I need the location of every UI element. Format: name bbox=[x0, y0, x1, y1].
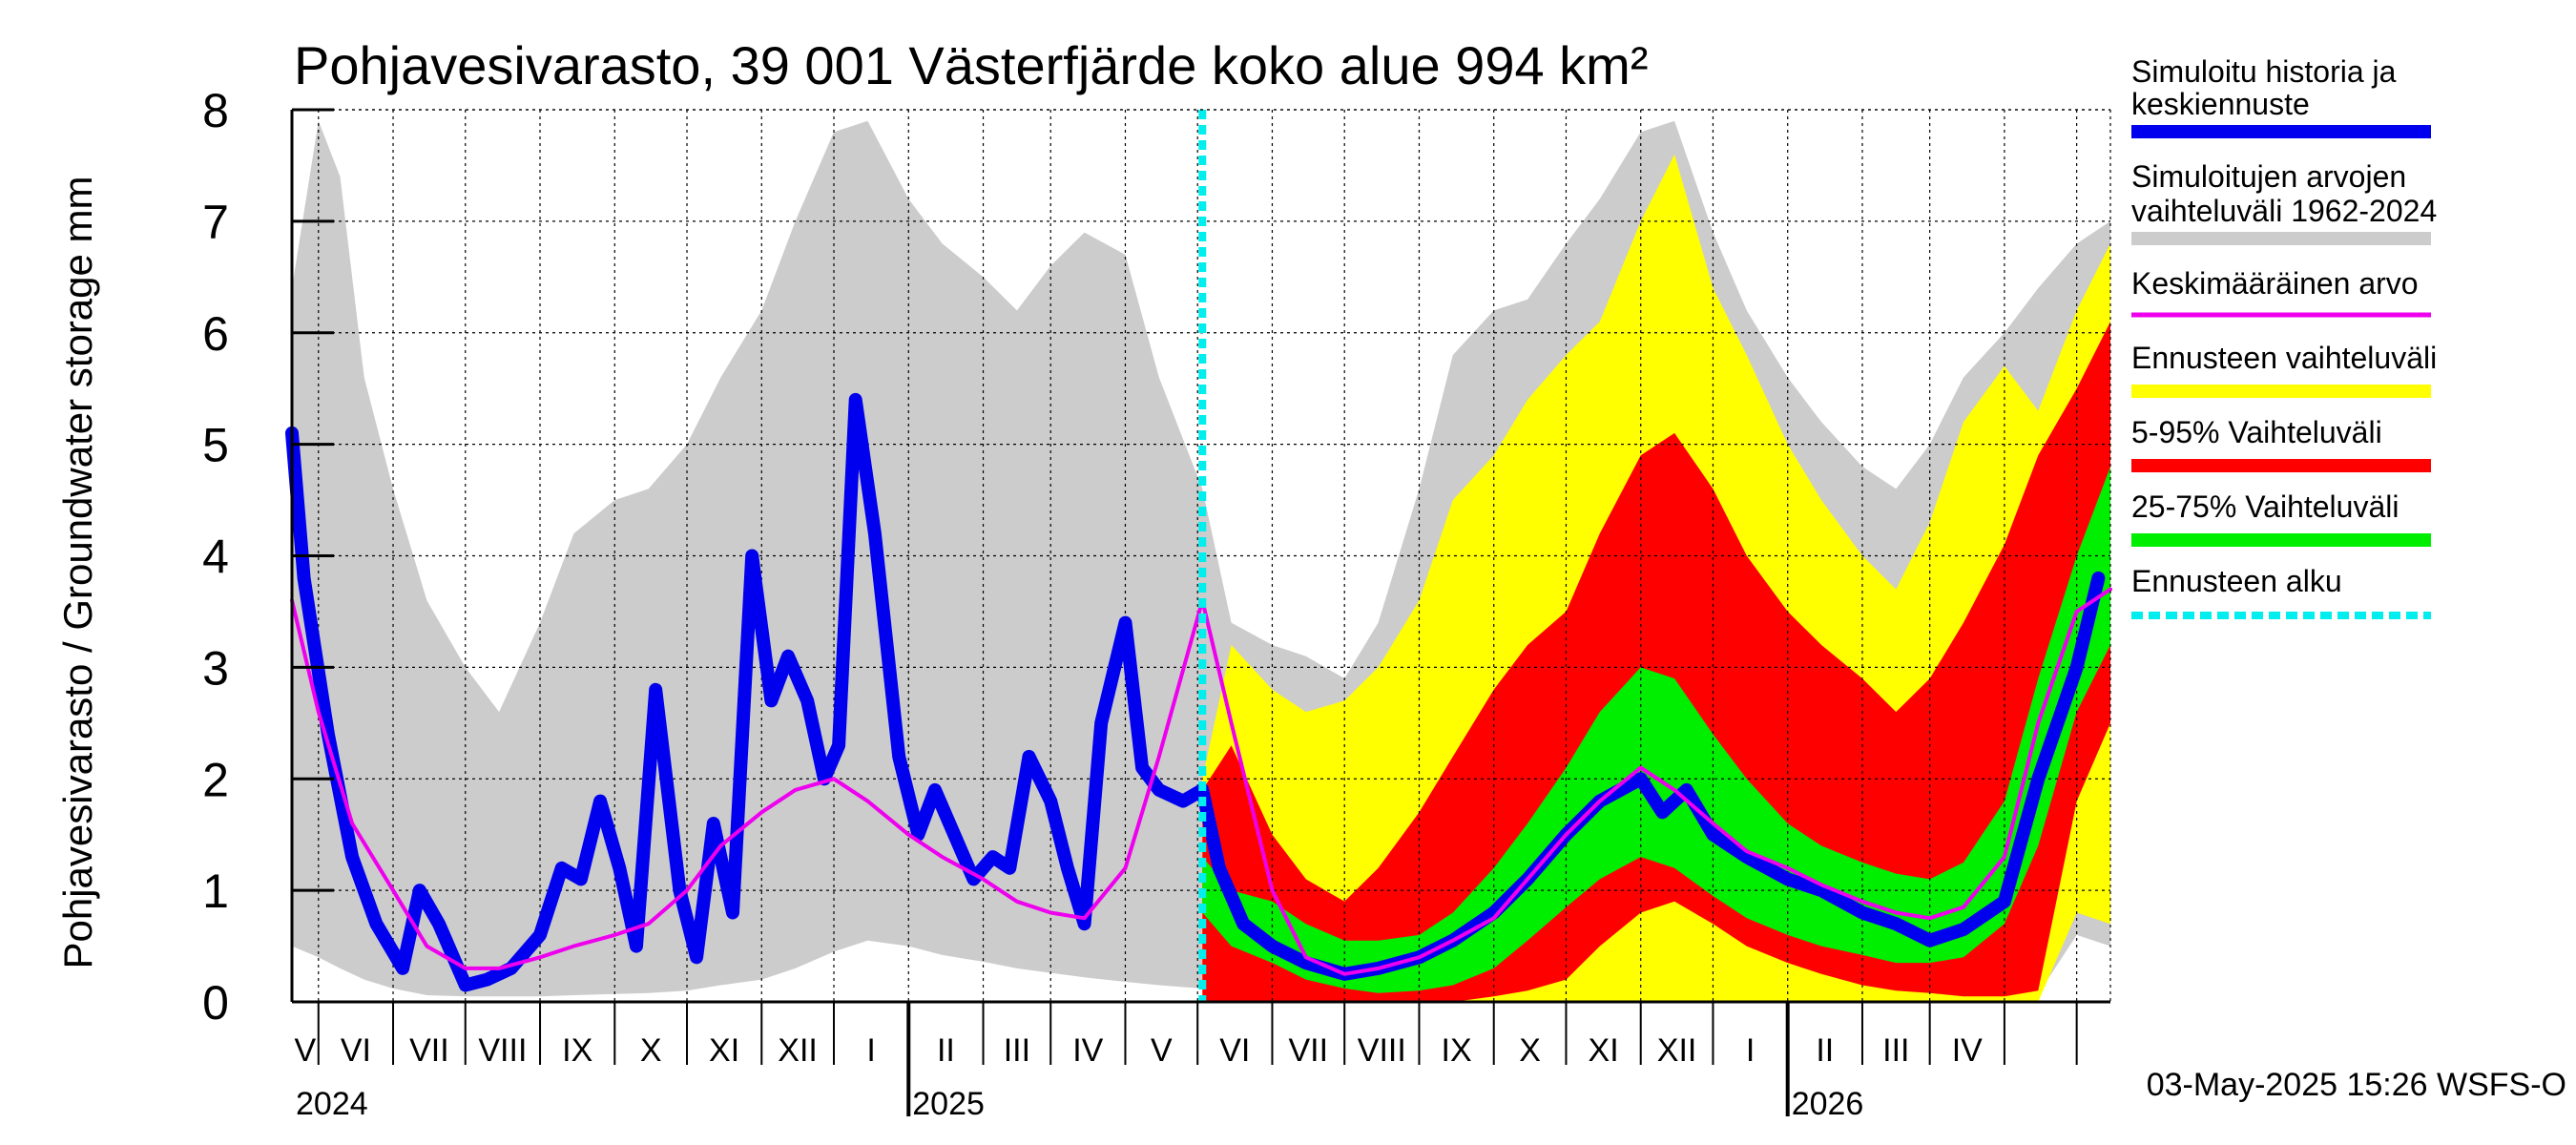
x-month-label-16: IX bbox=[1442, 1032, 1472, 1069]
y-axis-label: Pohjavesivarasto / Groundwater storage m… bbox=[55, 176, 100, 968]
y-tick-label-3: 3 bbox=[202, 641, 229, 695]
y-tick-label-7: 7 bbox=[202, 196, 229, 249]
x-year-label-2026: 2026 bbox=[1792, 1086, 1864, 1122]
band-5-95-vaihteluvali bbox=[1202, 322, 2110, 1003]
x-month-label-9: II bbox=[937, 1032, 955, 1069]
y-tick-label-6: 6 bbox=[202, 307, 229, 361]
y-tick-label-1: 1 bbox=[202, 864, 229, 918]
x-month-label-17: X bbox=[1519, 1032, 1541, 1069]
x-month-label-23: IV bbox=[1952, 1032, 1983, 1069]
y-tick-label-5: 5 bbox=[202, 419, 229, 472]
timestamp-stamp: 03-May-2025 15:26 WSFS-O bbox=[2147, 1067, 2566, 1103]
x-month-label-20: I bbox=[1746, 1032, 1755, 1069]
x-year-label-2024: 2024 bbox=[296, 1086, 368, 1122]
x-month-label-19: XII bbox=[1657, 1032, 1697, 1069]
x-month-label-1: VI bbox=[341, 1032, 371, 1069]
legend-simuloitu-historia-ja-keskiennuste-line1: Simuloitu historia ja bbox=[2131, 54, 2397, 89]
x-month-label-22: III bbox=[1882, 1032, 1909, 1069]
x-month-label-21: II bbox=[1816, 1032, 1834, 1069]
x-year-label-2025: 2025 bbox=[912, 1086, 985, 1122]
x-month-label-12: V bbox=[1151, 1032, 1173, 1069]
y-tick-label-8: 8 bbox=[202, 84, 229, 137]
chart-title: Pohjavesivarasto, 39 001 Västerfjärde ko… bbox=[294, 35, 1648, 95]
x-month-label-5: X bbox=[640, 1032, 662, 1069]
x-month-label-8: I bbox=[866, 1032, 875, 1069]
legend-simuloitujen-arvojen-vaihteluvali-1962-2024-line2: vaihteluväli 1962-2024 bbox=[2131, 194, 2437, 228]
legend-ennusteen-vaihteluvali-line1: Ennusteen vaihteluväli bbox=[2131, 341, 2437, 375]
y-tick-label-0: 0 bbox=[202, 976, 229, 1030]
legend-25-75-vaihteluvali-line1: 25-75% Vaihteluväli bbox=[2131, 489, 2399, 524]
x-month-label-4: IX bbox=[562, 1032, 592, 1069]
x-month-label-11: IV bbox=[1072, 1032, 1103, 1069]
x-month-label-18: XI bbox=[1589, 1032, 1619, 1069]
x-month-label-7: XII bbox=[778, 1032, 818, 1069]
legend-ennusteen-alku-line1: Ennusteen alku bbox=[2131, 564, 2342, 598]
y-tick-label-4: 4 bbox=[202, 531, 229, 584]
series-simuloitu-historia bbox=[285, 392, 2106, 992]
x-month-label-0: V bbox=[295, 1032, 317, 1069]
x-month-label-2: VII bbox=[409, 1032, 449, 1069]
y-tick-label-2: 2 bbox=[202, 753, 229, 806]
legend-simuloitujen-arvojen-vaihteluvali-1962-2024-line1: Simuloitujen arvojen bbox=[2131, 159, 2406, 194]
x-month-label-3: VIII bbox=[478, 1032, 527, 1069]
x-month-label-10: III bbox=[1004, 1032, 1030, 1069]
legend-simuloitu-historia-ja-keskiennuste-line2: keskiennuste bbox=[2131, 87, 2310, 121]
legend-keskimaarainen-arvo-line1: Keskimääräinen arvo bbox=[2131, 266, 2419, 301]
x-month-label-15: VIII bbox=[1358, 1032, 1406, 1069]
x-month-label-13: VI bbox=[1219, 1032, 1250, 1069]
legend-5-95-vaihteluvali-line1: 5-95% Vaihteluväli bbox=[2131, 415, 2382, 449]
x-month-label-6: XI bbox=[709, 1032, 739, 1069]
x-month-label-14: VII bbox=[1289, 1032, 1329, 1069]
band-25-75-vaihteluvali bbox=[1202, 467, 2110, 993]
